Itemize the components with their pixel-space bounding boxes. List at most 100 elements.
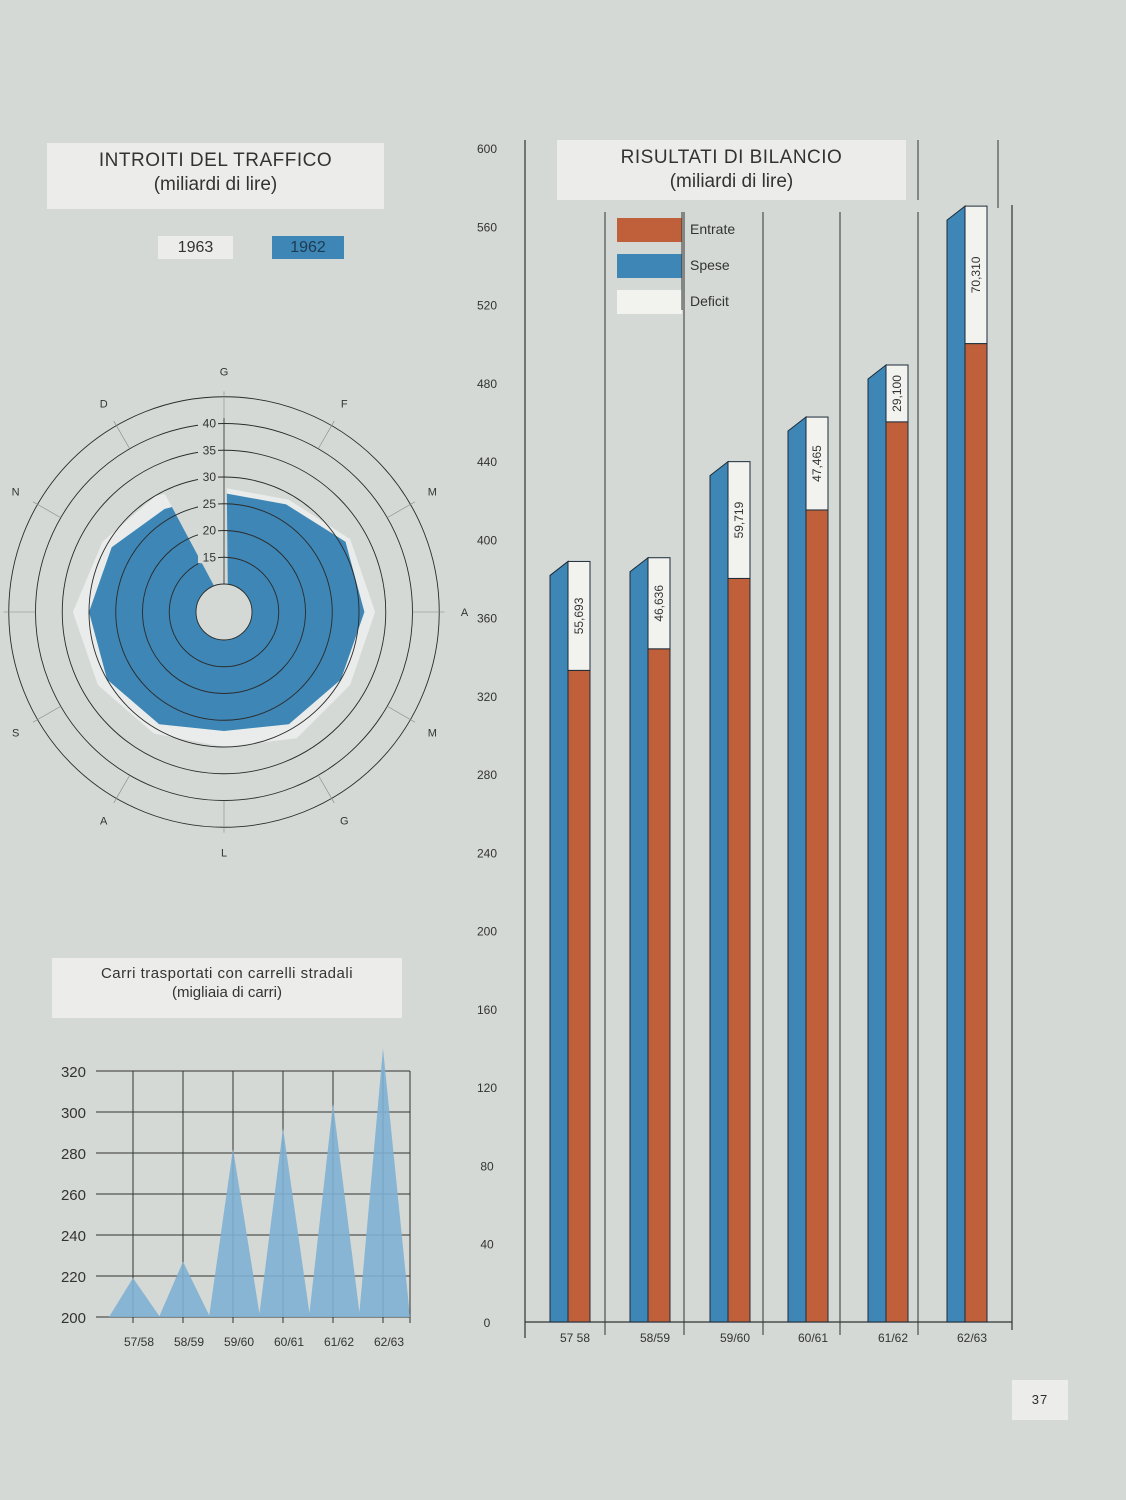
radar-label-bg bbox=[198, 469, 218, 483]
legend-1962: 1962 bbox=[272, 236, 344, 259]
bar-category-label: 60/61 bbox=[798, 1331, 828, 1345]
bar-category-label: 58/59 bbox=[640, 1331, 670, 1345]
bar-entrate bbox=[727, 577, 751, 1323]
radar-spoke bbox=[317, 775, 335, 804]
bar-y-tick-label: 520 bbox=[477, 299, 497, 313]
bar-category-label: 57 58 bbox=[560, 1331, 590, 1345]
carri-chart-title: Carri trasportati con carrelli stradali … bbox=[52, 958, 402, 1018]
bar-y-tick-label: 480 bbox=[477, 377, 497, 391]
radar-label-bg bbox=[198, 495, 218, 510]
bar-entrate bbox=[964, 343, 988, 1323]
bar-deficit-label: 59,719 bbox=[732, 501, 746, 538]
bar-legend-swatch bbox=[617, 218, 682, 242]
area-peak bbox=[359, 1048, 410, 1317]
radar-month-label: N bbox=[12, 487, 20, 499]
area-y-tick-label: 300 bbox=[61, 1105, 86, 1122]
area-y-tick-label: 240 bbox=[61, 1228, 86, 1245]
area-category-label: 58/59 bbox=[174, 1335, 204, 1349]
bar-y-tick-label: 120 bbox=[477, 1081, 497, 1095]
bar-legend-swatch bbox=[617, 254, 682, 278]
bar-deficit-label: 55,693 bbox=[572, 597, 586, 634]
bar-y-tick-label: 0 bbox=[484, 1316, 491, 1330]
area-y-tick-label: 260 bbox=[61, 1187, 86, 1204]
balance-title-text: RISULTATI DI BILANCIO bbox=[620, 147, 843, 168]
radar-month-label: L bbox=[221, 848, 227, 860]
radar-month-label: A bbox=[461, 607, 469, 619]
area-y-tick-label: 200 bbox=[61, 1310, 86, 1327]
radar-month-label: G bbox=[340, 815, 349, 827]
radar-month-label: M bbox=[428, 487, 437, 499]
area-y-tick-label: 320 bbox=[61, 1064, 86, 1081]
bar-entrate bbox=[567, 669, 591, 1323]
area-category-label: 61/62 bbox=[324, 1335, 354, 1349]
bar-y-tick-label: 560 bbox=[477, 220, 497, 234]
bar-y-tick-label: 440 bbox=[477, 455, 497, 469]
bar-y-tick-label: 320 bbox=[477, 690, 497, 704]
legend-1963: 1963 bbox=[158, 236, 233, 259]
area-peak bbox=[159, 1261, 210, 1317]
bar-legend-label: Deficit bbox=[690, 293, 729, 309]
area-peak bbox=[309, 1103, 360, 1317]
radar-month-label: A bbox=[100, 815, 108, 827]
radar-subtitle-text: (miliardi di lire) bbox=[153, 173, 278, 195]
radar-ring-label: 25 bbox=[203, 497, 217, 511]
area-peak bbox=[109, 1278, 160, 1317]
radar-month-label: F bbox=[341, 399, 348, 411]
radar-label-bg bbox=[198, 415, 218, 430]
radar-title-text: INTROITI DEL TRAFFICO bbox=[98, 150, 333, 171]
radar-ring-label: 35 bbox=[203, 443, 217, 457]
carri-subtitle-text: (migliaia di carri) bbox=[171, 983, 283, 1001]
bar-y-tick-label: 40 bbox=[480, 1238, 494, 1252]
balance-subtitle-text: (miliardi di lire) bbox=[669, 170, 794, 192]
bar-y-tick-label: 400 bbox=[477, 533, 497, 547]
radar-spoke bbox=[387, 501, 416, 519]
radar-spoke bbox=[113, 775, 131, 804]
radar-spoke bbox=[387, 705, 416, 723]
radar-spoke bbox=[32, 705, 61, 723]
radar-spoke bbox=[317, 420, 335, 449]
bar-y-tick-label: 80 bbox=[480, 1159, 494, 1173]
radar-month-label: M bbox=[428, 727, 437, 739]
bar-legend-label: Spese bbox=[690, 257, 730, 273]
area-category-label: 57/58 bbox=[124, 1335, 154, 1349]
bar-deficit-label: 46,636 bbox=[652, 585, 666, 622]
radar-label-bg bbox=[198, 442, 218, 457]
carri-title-text: Carri trasportati con carrelli stradali bbox=[100, 965, 354, 982]
bar-y-tick-label: 200 bbox=[477, 925, 497, 939]
area-peak bbox=[209, 1148, 260, 1317]
radar-spoke bbox=[32, 501, 61, 519]
area-category-label: 62/63 bbox=[374, 1335, 404, 1349]
radar-spoke bbox=[113, 420, 131, 449]
bar-deficit-label: 47,465 bbox=[810, 445, 824, 482]
radar-ring-label: 30 bbox=[203, 470, 217, 484]
radar-label-bg bbox=[198, 549, 218, 564]
bar-legend-label: Entrate bbox=[690, 221, 735, 237]
bar-entrate bbox=[885, 421, 909, 1323]
radar-month-label: D bbox=[100, 399, 108, 411]
area-category-label: 59/60 bbox=[224, 1335, 254, 1349]
page-number: 37 bbox=[1012, 1380, 1068, 1420]
bar-entrate bbox=[805, 509, 829, 1323]
bar-y-tick-label: 280 bbox=[477, 768, 497, 782]
area-y-tick-label: 280 bbox=[61, 1146, 86, 1163]
radar-month-label: G bbox=[220, 366, 229, 378]
bar-legend-swatch bbox=[617, 290, 682, 314]
radar-ring-label: 15 bbox=[203, 550, 217, 564]
radar-ring-label: 40 bbox=[203, 417, 217, 431]
radar-chart-title: INTROITI DEL TRAFFICO (miliardi di lire) bbox=[47, 143, 384, 209]
bar-deficit-label: 29,100 bbox=[890, 375, 904, 412]
bar-category-label: 61/62 bbox=[878, 1331, 908, 1345]
bar-y-tick-label: 160 bbox=[477, 1003, 497, 1017]
bar-y-tick-label: 600 bbox=[477, 142, 497, 156]
radar-month-label: S bbox=[12, 727, 19, 739]
area-category-label: 60/61 bbox=[274, 1335, 304, 1349]
bar-y-tick-label: 240 bbox=[477, 846, 497, 860]
radar-ring-label: 20 bbox=[203, 524, 217, 538]
bar-category-label: 62/63 bbox=[957, 1331, 987, 1345]
bar-category-label: 59/60 bbox=[720, 1331, 750, 1345]
bar-deficit-label: 70,310 bbox=[969, 256, 983, 293]
area-y-tick-label: 220 bbox=[61, 1269, 86, 1286]
